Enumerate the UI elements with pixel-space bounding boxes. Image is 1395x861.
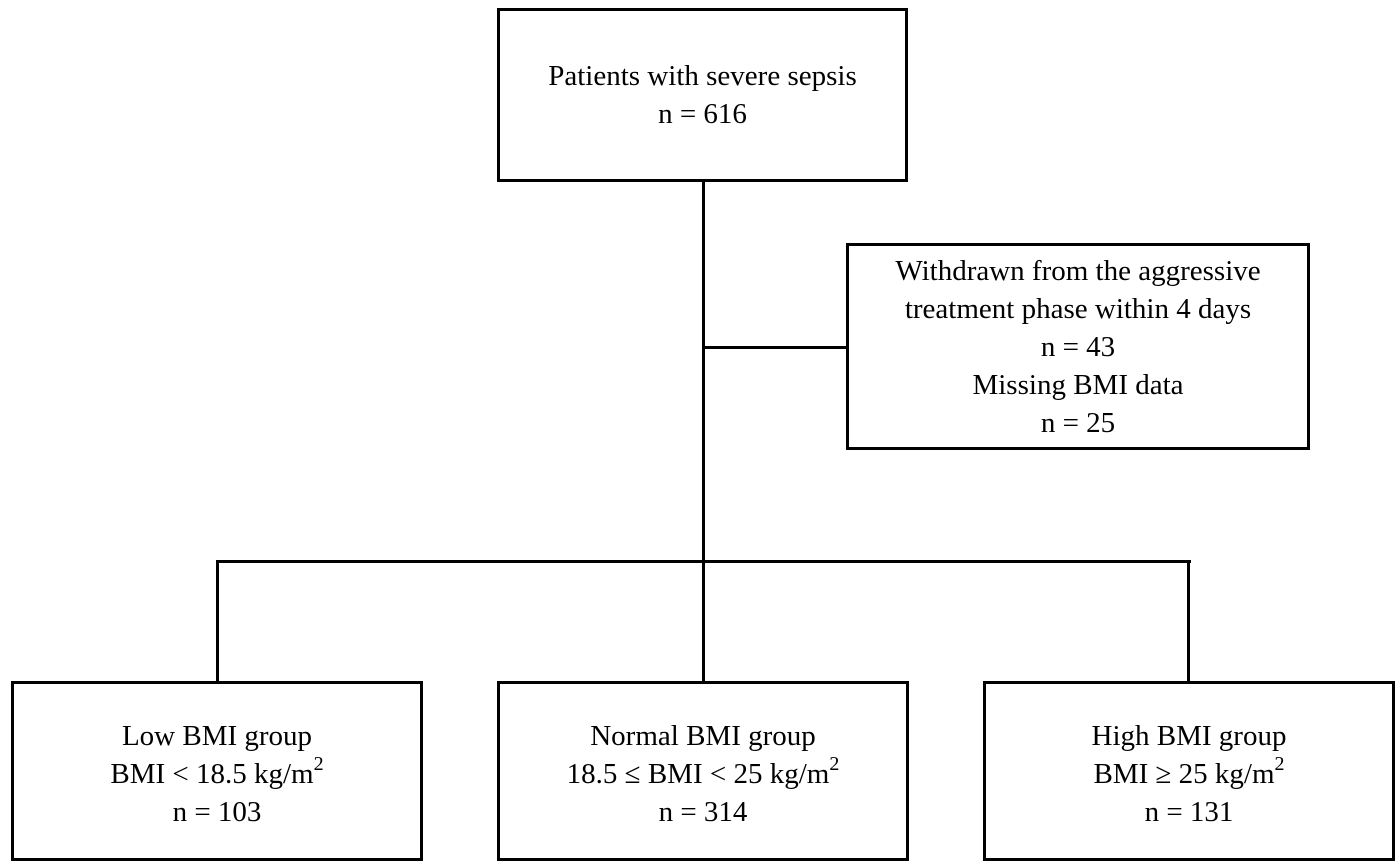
- low-group-connector: [216, 560, 219, 683]
- criterion-superscript: 2: [313, 753, 324, 776]
- withdrawn-label-line1: Withdrawn from the aggressive: [895, 254, 1261, 287]
- missing-bmi-label: Missing BMI data: [972, 368, 1184, 401]
- enrolled-label: Patients with severe sepsis: [548, 60, 857, 92]
- criterion-text: 18.5 ≤ BMI < 25 kg/m: [566, 758, 830, 790]
- high-bmi-group-box: High BMI group BMI ≥ 25 kg/m2 n = 131: [983, 681, 1395, 861]
- criterion-superscript: 2: [829, 753, 840, 776]
- group-count: n = 131: [1144, 796, 1234, 828]
- withdrawn-label-line2: treatment phase within 4 days: [904, 292, 1252, 325]
- criterion-superscript: 2: [1274, 753, 1285, 776]
- excluded-patients-box: Withdrawn from the aggressive treatment …: [846, 243, 1310, 450]
- group-split-connector: [216, 560, 1191, 563]
- missing-bmi-count: n = 25: [1040, 406, 1116, 439]
- exclusion-connector: [703, 346, 848, 349]
- group-criterion: BMI ≥ 25 kg/m2: [1093, 753, 1285, 793]
- high-group-connector: [1187, 560, 1190, 683]
- group-count: n = 314: [658, 796, 748, 828]
- low-bmi-group-box: Low BMI group BMI < 18.5 kg/m2 n = 103: [11, 681, 423, 861]
- group-name: High BMI group: [1091, 720, 1287, 752]
- normal-bmi-group-box: Normal BMI group 18.5 ≤ BMI < 25 kg/m2 n…: [497, 681, 909, 861]
- group-count: n = 103: [172, 796, 262, 828]
- withdrawn-count: n = 43: [1040, 330, 1116, 363]
- main-vertical-connector: [702, 181, 705, 683]
- criterion-text: BMI < 18.5 kg/m: [110, 758, 314, 790]
- group-name: Low BMI group: [121, 720, 313, 752]
- enrolled-patients-box: Patients with severe sepsis n = 616: [497, 8, 908, 182]
- group-criterion: BMI < 18.5 kg/m2: [110, 753, 324, 793]
- group-criterion: 18.5 ≤ BMI < 25 kg/m2: [566, 753, 840, 793]
- enrolled-count: n = 616: [658, 98, 747, 130]
- criterion-text: BMI ≥ 25 kg/m: [1093, 758, 1275, 790]
- group-name: Normal BMI group: [590, 720, 816, 752]
